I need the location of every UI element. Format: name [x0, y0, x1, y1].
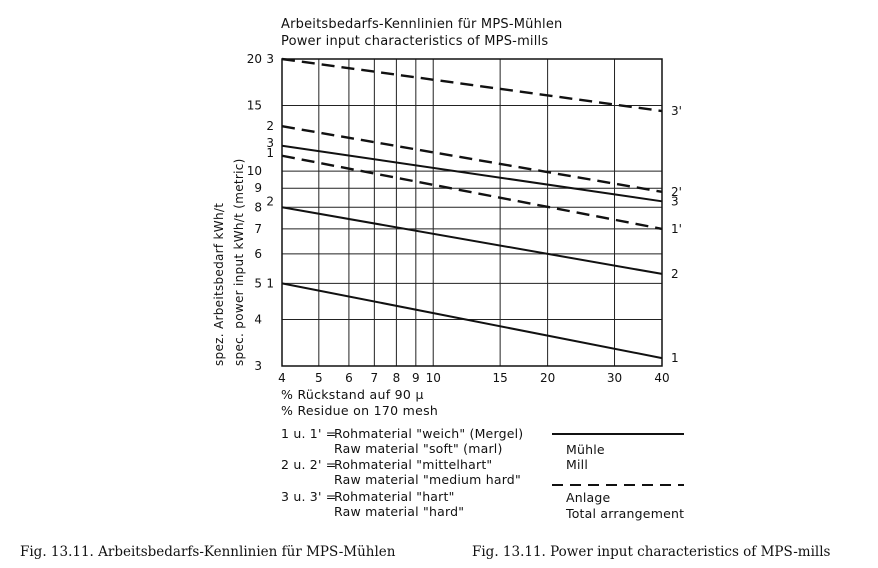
y-axis-label-de: spez. Arbeitsbedarf kWh/t: [212, 202, 226, 366]
legend-dashed-en: Total arrangement: [566, 506, 685, 521]
left-curve-label: 3: [266, 136, 274, 150]
y-tick-label: 7: [254, 222, 262, 236]
left-curve-label: 2: [266, 119, 274, 133]
legend-row3-en: Raw material "hard": [334, 504, 465, 519]
legend-row3-de: Rohmaterial "hart": [334, 489, 455, 504]
x-tick-label: 6: [345, 371, 353, 385]
plot-frame: [281, 58, 663, 367]
x-tick-label: 20: [540, 371, 555, 385]
y-tick-label: 10: [247, 164, 262, 178]
y-tick-label: 8: [254, 200, 262, 214]
legend-row3-code: 3 u. 3' =: [281, 489, 337, 504]
chart-title-en: Power input characteristics of MPS-mills: [281, 34, 549, 49]
right-curve-label: 3: [671, 194, 679, 208]
legend-dashed-de: Anlage: [566, 490, 611, 505]
x-tick-label: 15: [492, 371, 507, 385]
legend-row2-de: Rohmaterial "mittelhart": [334, 457, 493, 472]
right-curve-label: 3': [671, 104, 682, 118]
y-tick-label: 6: [254, 247, 262, 261]
y-tick-label: 4: [254, 312, 262, 326]
legend-row1-de: Rohmaterial "weich" (Mergel): [334, 426, 524, 441]
right-curve-label: 2': [671, 185, 682, 199]
series-line-3-prime: [281, 57, 663, 113]
chart-title-de: Arbeitsbedarfs-Kennlinien für MPS-Mühlen: [281, 17, 563, 32]
caption-de: Fig. 13.11. Arbeitsbedarfs-Kennlinien fü…: [20, 544, 396, 560]
right-curve-label: 2: [671, 267, 679, 281]
legend-solid-de: Mühle: [566, 442, 605, 457]
series-line-1: [281, 282, 663, 360]
chart-series: [281, 57, 663, 360]
left-curve-label: 2: [266, 194, 274, 208]
x-tick-label: 5: [315, 371, 323, 385]
legend-solid-en: Mill: [566, 457, 589, 472]
right-curve-label: 1': [671, 222, 682, 236]
x-axis-label-en: % Residue on 170 mesh: [281, 403, 439, 418]
x-tick-label: 9: [412, 371, 420, 385]
caption-en: Fig. 13.11. Power input characteristics …: [472, 544, 831, 560]
y-tick-label: 9: [254, 181, 262, 195]
legend-row2-code: 2 u. 2' =: [281, 457, 337, 472]
left-curve-label: 3: [266, 52, 274, 66]
legend-row1-en: Raw material "soft" (marl): [334, 441, 503, 456]
y-tick-label: 5: [254, 276, 262, 290]
y-axis-label-en: spec. power input kWh/t (metric): [232, 158, 246, 366]
y-tick-label: 20: [247, 52, 262, 66]
x-tick-label: 40: [654, 371, 669, 385]
x-tick-label: 10: [426, 371, 441, 385]
series-line-2-prime: [281, 125, 663, 194]
y-tick-label: 15: [247, 99, 262, 113]
x-tick-label: 30: [607, 371, 622, 385]
x-tick-label: 8: [393, 371, 401, 385]
legend-row2-en: Raw material "medium hard": [334, 472, 521, 487]
left-curve-label: 1: [266, 276, 274, 290]
x-tick-label: 7: [371, 371, 379, 385]
x-tick-label: 4: [278, 371, 286, 385]
left-curve-label: 1: [266, 146, 274, 160]
legend-row1-code: 1 u. 1' =: [281, 426, 337, 441]
y-tick-label: 3: [254, 359, 262, 373]
series-line-1-prime: [281, 154, 663, 231]
right-curve-label: 1: [671, 351, 679, 365]
x-axis-label-de: % Rückstand auf 90 µ: [281, 387, 424, 402]
series-line-2: [281, 206, 663, 275]
series-line-3: [281, 144, 663, 203]
